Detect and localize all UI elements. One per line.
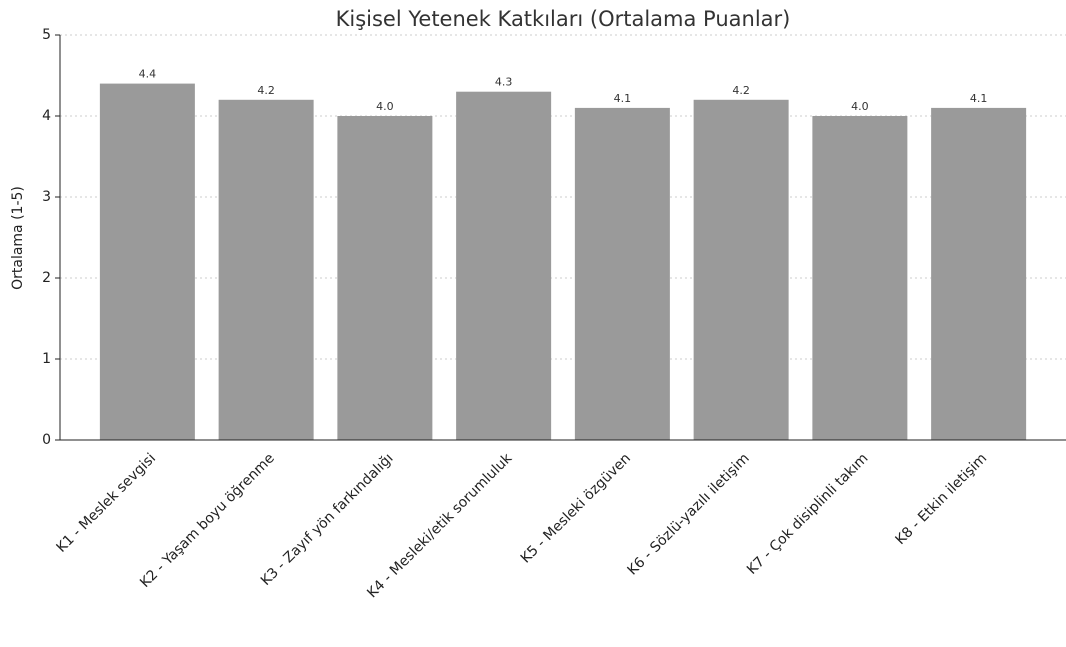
x-tick-label: K8 - Etkin iletişim (892, 450, 990, 548)
value-label: 4.2 (257, 84, 275, 97)
bar (99, 83, 195, 440)
y-tick-label: 4 (42, 108, 51, 124)
value-label: 4.1 (614, 92, 632, 105)
x-tick-label: K5 - Mesleki özgüven (518, 450, 634, 566)
y-tick-label: 3 (42, 189, 51, 205)
value-label: 4.0 (851, 100, 869, 113)
x-tick-label: K6 - Sözlü-yazılı iletişim (625, 450, 753, 578)
y-tick-label: 0 (42, 432, 51, 448)
y-tick-label: 5 (42, 27, 51, 43)
value-label: 4.4 (139, 68, 157, 81)
y-tick-label: 1 (42, 351, 51, 367)
value-label: 4.2 (732, 84, 750, 97)
bar (337, 116, 433, 440)
y-tick-label: 2 (42, 270, 51, 286)
x-tick-label: K7 - Çok disiplinli takım (744, 450, 872, 578)
x-tick-label: K3 - Zayıf yön farkındalığı (258, 450, 397, 589)
y-axis-label: Ortalama (1-5) (10, 186, 26, 290)
x-tick-label: K1 - Meslek sevgisi (53, 450, 159, 556)
bar (812, 116, 908, 440)
bar (574, 107, 670, 441)
x-tick-label: K2 - Yaşam boyu öğrenme (137, 450, 278, 591)
bar (218, 99, 314, 441)
value-label: 4.1 (970, 92, 988, 105)
bar (931, 107, 1027, 441)
chart-title: Kişisel Yetenek Katkıları (Ortalama Puan… (336, 7, 791, 31)
value-label: 4.3 (495, 76, 513, 89)
bar (693, 99, 789, 441)
bar (456, 91, 552, 440)
x-tick-label: K4 - Mesleki/etik sorumluluk (364, 450, 516, 602)
value-label: 4.0 (376, 100, 394, 113)
